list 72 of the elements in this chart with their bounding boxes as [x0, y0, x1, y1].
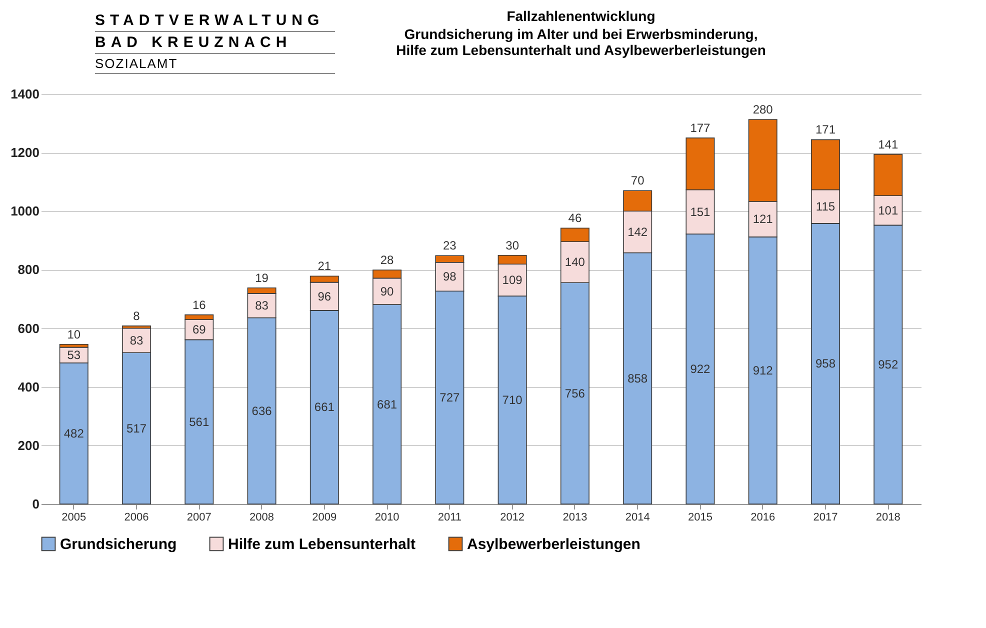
- data-label: 96: [318, 289, 332, 304]
- x-tick-label: 2007: [186, 512, 212, 524]
- data-label: 681: [377, 397, 398, 412]
- text: BAD KREUZNACH: [95, 32, 335, 54]
- data-label: 727: [440, 390, 460, 405]
- data-label: 46: [568, 211, 582, 226]
- y-tick-label: 0: [32, 496, 40, 512]
- data-label: 140: [564, 255, 586, 270]
- data-label: 858: [628, 371, 648, 386]
- data-label: 10: [67, 327, 81, 342]
- data-label: 661: [314, 400, 335, 414]
- data-label: 177: [690, 120, 711, 135]
- x-tick-label: 2015: [688, 512, 712, 524]
- data-label: 83: [255, 298, 269, 313]
- chart-title: Fallzahlenentwicklung: [506, 8, 656, 24]
- x-tick-label: 2016: [750, 512, 776, 524]
- data-label: 710: [502, 393, 523, 408]
- data-label: 23: [443, 238, 457, 253]
- x-tick-label: 2017: [813, 512, 838, 524]
- data-label: 121: [752, 212, 774, 226]
- x-tick-label: 2013: [562, 512, 588, 524]
- x-tick-label: 2006: [124, 512, 149, 524]
- data-label: 109: [502, 273, 523, 288]
- legend-label: Asylbewerberleistungen: [467, 536, 640, 553]
- data-label: 561: [189, 414, 210, 429]
- data-label: 69: [192, 322, 206, 337]
- data-label: 115: [816, 200, 836, 214]
- data-label: 21: [318, 259, 332, 274]
- data-label: 83: [130, 333, 144, 348]
- data-label: 517: [126, 421, 147, 436]
- data-label: 53: [67, 348, 81, 362]
- data-label: 151: [690, 204, 711, 219]
- data-label: 756: [564, 386, 586, 400]
- data-label: 90: [380, 284, 394, 298]
- data-label: 912: [752, 363, 774, 378]
- x-tick-label: 2005: [62, 512, 86, 524]
- data-label: 28: [380, 253, 394, 268]
- data-label: 70: [630, 174, 645, 188]
- x-tick-label: 2011: [438, 512, 462, 524]
- legend-label: Hilfe zum Lebensunterhalt: [228, 536, 416, 553]
- data-label: 8: [133, 308, 140, 323]
- data-label: 101: [878, 203, 898, 218]
- x-tick-label: 2012: [500, 512, 525, 524]
- chart-subtitle: Grundsicherung im Alter und bei Erwerbsminderung, Hilfe zum Lebensunterhalt und Asylbewerberleistungen: [396, 26, 766, 58]
- x-tick-label: 2009: [312, 512, 337, 524]
- legend-label: Grundsicherung: [60, 536, 177, 553]
- data-label: 958: [815, 356, 836, 371]
- x-tick-label: 2008: [250, 512, 274, 524]
- data-label: 30: [506, 238, 520, 252]
- y-tick-label: 1200: [10, 145, 40, 160]
- text: SOZIALAMT: [95, 54, 335, 74]
- y-tick-label: 1000: [10, 204, 40, 219]
- data-label: 98: [443, 270, 457, 284]
- y-tick-label: 200: [18, 438, 40, 453]
- y-tick-label: 1400: [10, 86, 40, 102]
- y-tick-label: 600: [18, 320, 40, 336]
- data-label: 952: [878, 358, 898, 372]
- data-label: 142: [628, 224, 648, 239]
- data-label: 482: [64, 426, 84, 440]
- data-label: 922: [690, 362, 711, 376]
- x-tick-label: 2018: [876, 512, 900, 524]
- text: STADTVERWALTUNG: [95, 10, 335, 32]
- data-label: 16: [192, 298, 206, 312]
- data-label: 280: [752, 102, 774, 116]
- x-tick-label: 2010: [374, 512, 400, 524]
- x-tick-label: 2014: [625, 512, 650, 524]
- data-label: 636: [252, 404, 272, 418]
- data-label: 19: [255, 270, 269, 285]
- data-label: 141: [878, 137, 898, 152]
- y-tick-label: 800: [18, 262, 40, 278]
- data-label: 171: [815, 122, 836, 137]
- y-tick-label: 400: [18, 379, 40, 394]
